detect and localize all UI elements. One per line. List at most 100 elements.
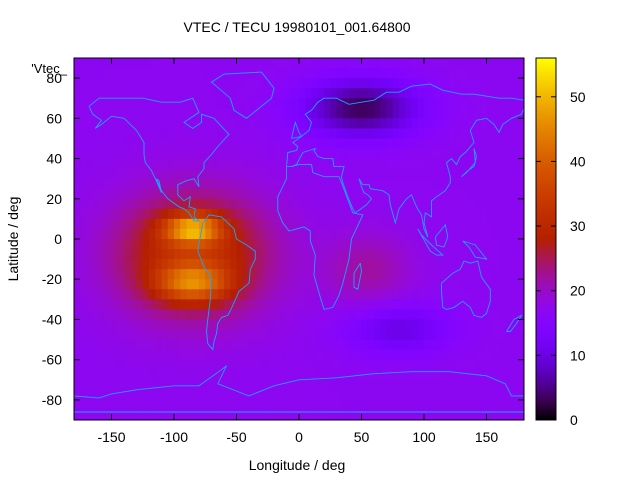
heatmap-cell <box>130 329 138 341</box>
heatmap-cell <box>86 239 94 250</box>
heatmap-cell <box>167 329 175 341</box>
heatmap-cell <box>517 108 524 119</box>
heatmap-cell <box>317 389 325 401</box>
heatmap-cell <box>80 88 88 99</box>
heatmap-cell <box>211 88 219 99</box>
heatmap-cell <box>442 188 450 200</box>
heatmap-cell <box>399 239 406 250</box>
heatmap-cell <box>242 98 250 109</box>
heatmap-cell <box>499 359 506 371</box>
heatmap-cell <box>192 289 200 300</box>
heatmap-cell <box>449 88 456 99</box>
heatmap-cell <box>386 78 394 89</box>
heatmap-cell <box>217 319 225 331</box>
heatmap-cell <box>405 329 413 341</box>
heatmap-cell <box>249 138 256 150</box>
heatmap-cell <box>311 228 319 240</box>
heatmap-cell <box>317 138 325 150</box>
heatmap-cell <box>292 259 300 270</box>
heatmap-cell <box>467 138 475 150</box>
heatmap-cell <box>336 58 344 69</box>
heatmap-cell <box>386 188 394 200</box>
heatmap-cell <box>142 249 150 260</box>
x-tick-label: -150 <box>97 429 125 445</box>
heatmap-cell <box>517 399 524 411</box>
heatmap-cell <box>474 208 481 220</box>
heatmap-cell <box>399 168 406 180</box>
heatmap-cell <box>499 249 506 260</box>
heatmap-cell <box>167 359 175 371</box>
heatmap-cell <box>199 68 206 79</box>
heatmap-cell <box>386 399 394 411</box>
heatmap-cell <box>342 249 350 260</box>
heatmap-cell <box>505 299 513 310</box>
heatmap-cell <box>105 379 113 391</box>
heatmap-cell <box>236 249 244 260</box>
heatmap-cell <box>380 319 388 331</box>
heatmap-cell <box>374 259 381 270</box>
heatmap-cell <box>180 228 188 240</box>
heatmap-cell <box>167 299 175 310</box>
heatmap-cell <box>236 279 244 290</box>
heatmap-cell <box>342 228 350 240</box>
heatmap-cell <box>136 68 144 79</box>
heatmap-cell <box>299 349 306 361</box>
heatmap-cell <box>505 349 513 361</box>
heatmap-cell <box>205 409 213 420</box>
heatmap-cell <box>511 198 519 210</box>
heatmap-cell <box>411 78 419 89</box>
heatmap-cell <box>86 339 94 351</box>
heatmap-cell <box>499 409 506 420</box>
heatmap-cell <box>374 228 381 240</box>
heatmap-cell <box>480 58 488 69</box>
heatmap-cell <box>249 168 256 180</box>
heatmap-cell <box>342 198 350 210</box>
heatmap-cell <box>192 108 200 119</box>
heatmap-cell <box>436 249 444 260</box>
heatmap-cell <box>392 359 400 371</box>
heatmap-cell <box>167 168 175 180</box>
heatmap-cell <box>505 289 513 300</box>
heatmap-cell <box>261 259 269 270</box>
heatmap-cell <box>142 389 150 401</box>
heatmap-cell <box>186 98 194 109</box>
heatmap-cell <box>274 58 281 69</box>
heatmap-cell <box>80 108 88 119</box>
heatmap-cell <box>261 339 269 351</box>
heatmap-cell <box>292 309 300 321</box>
colorbar-tick-label: 10 <box>570 347 586 363</box>
heatmap-cell <box>424 369 431 381</box>
heatmap-cell <box>436 319 444 331</box>
heatmap-cell <box>174 309 181 321</box>
heatmap-cell <box>161 279 169 290</box>
heatmap-cell <box>424 289 431 300</box>
heatmap-cell <box>467 158 475 170</box>
heatmap-cell <box>405 118 413 129</box>
heatmap-cell <box>492 118 500 129</box>
heatmap-cell <box>336 178 344 190</box>
heatmap-cell <box>305 369 313 381</box>
heatmap-cell <box>155 68 163 79</box>
heatmap-cell <box>136 78 144 89</box>
heatmap-cell <box>80 228 88 240</box>
heatmap-cell <box>374 349 381 361</box>
heatmap-cell <box>436 208 444 220</box>
heatmap-cell <box>517 188 524 200</box>
heatmap-cell <box>224 58 231 69</box>
heatmap-cell <box>99 138 106 150</box>
heatmap-cell <box>192 198 200 210</box>
heatmap-cell <box>317 279 325 290</box>
heatmap-cell <box>286 379 294 391</box>
heatmap-cell <box>211 108 219 119</box>
heatmap-cell <box>236 128 244 140</box>
heatmap-cell <box>149 349 156 361</box>
heatmap-cell <box>199 389 206 401</box>
heatmap-cell <box>274 389 281 401</box>
heatmap-cell <box>92 409 100 420</box>
y-tick-label: -60 <box>42 352 62 368</box>
heatmap-cell <box>186 228 194 240</box>
heatmap-cell <box>355 128 363 140</box>
heatmap-cell <box>230 148 238 160</box>
heatmap-cell <box>249 118 256 129</box>
heatmap-cell <box>374 299 381 310</box>
